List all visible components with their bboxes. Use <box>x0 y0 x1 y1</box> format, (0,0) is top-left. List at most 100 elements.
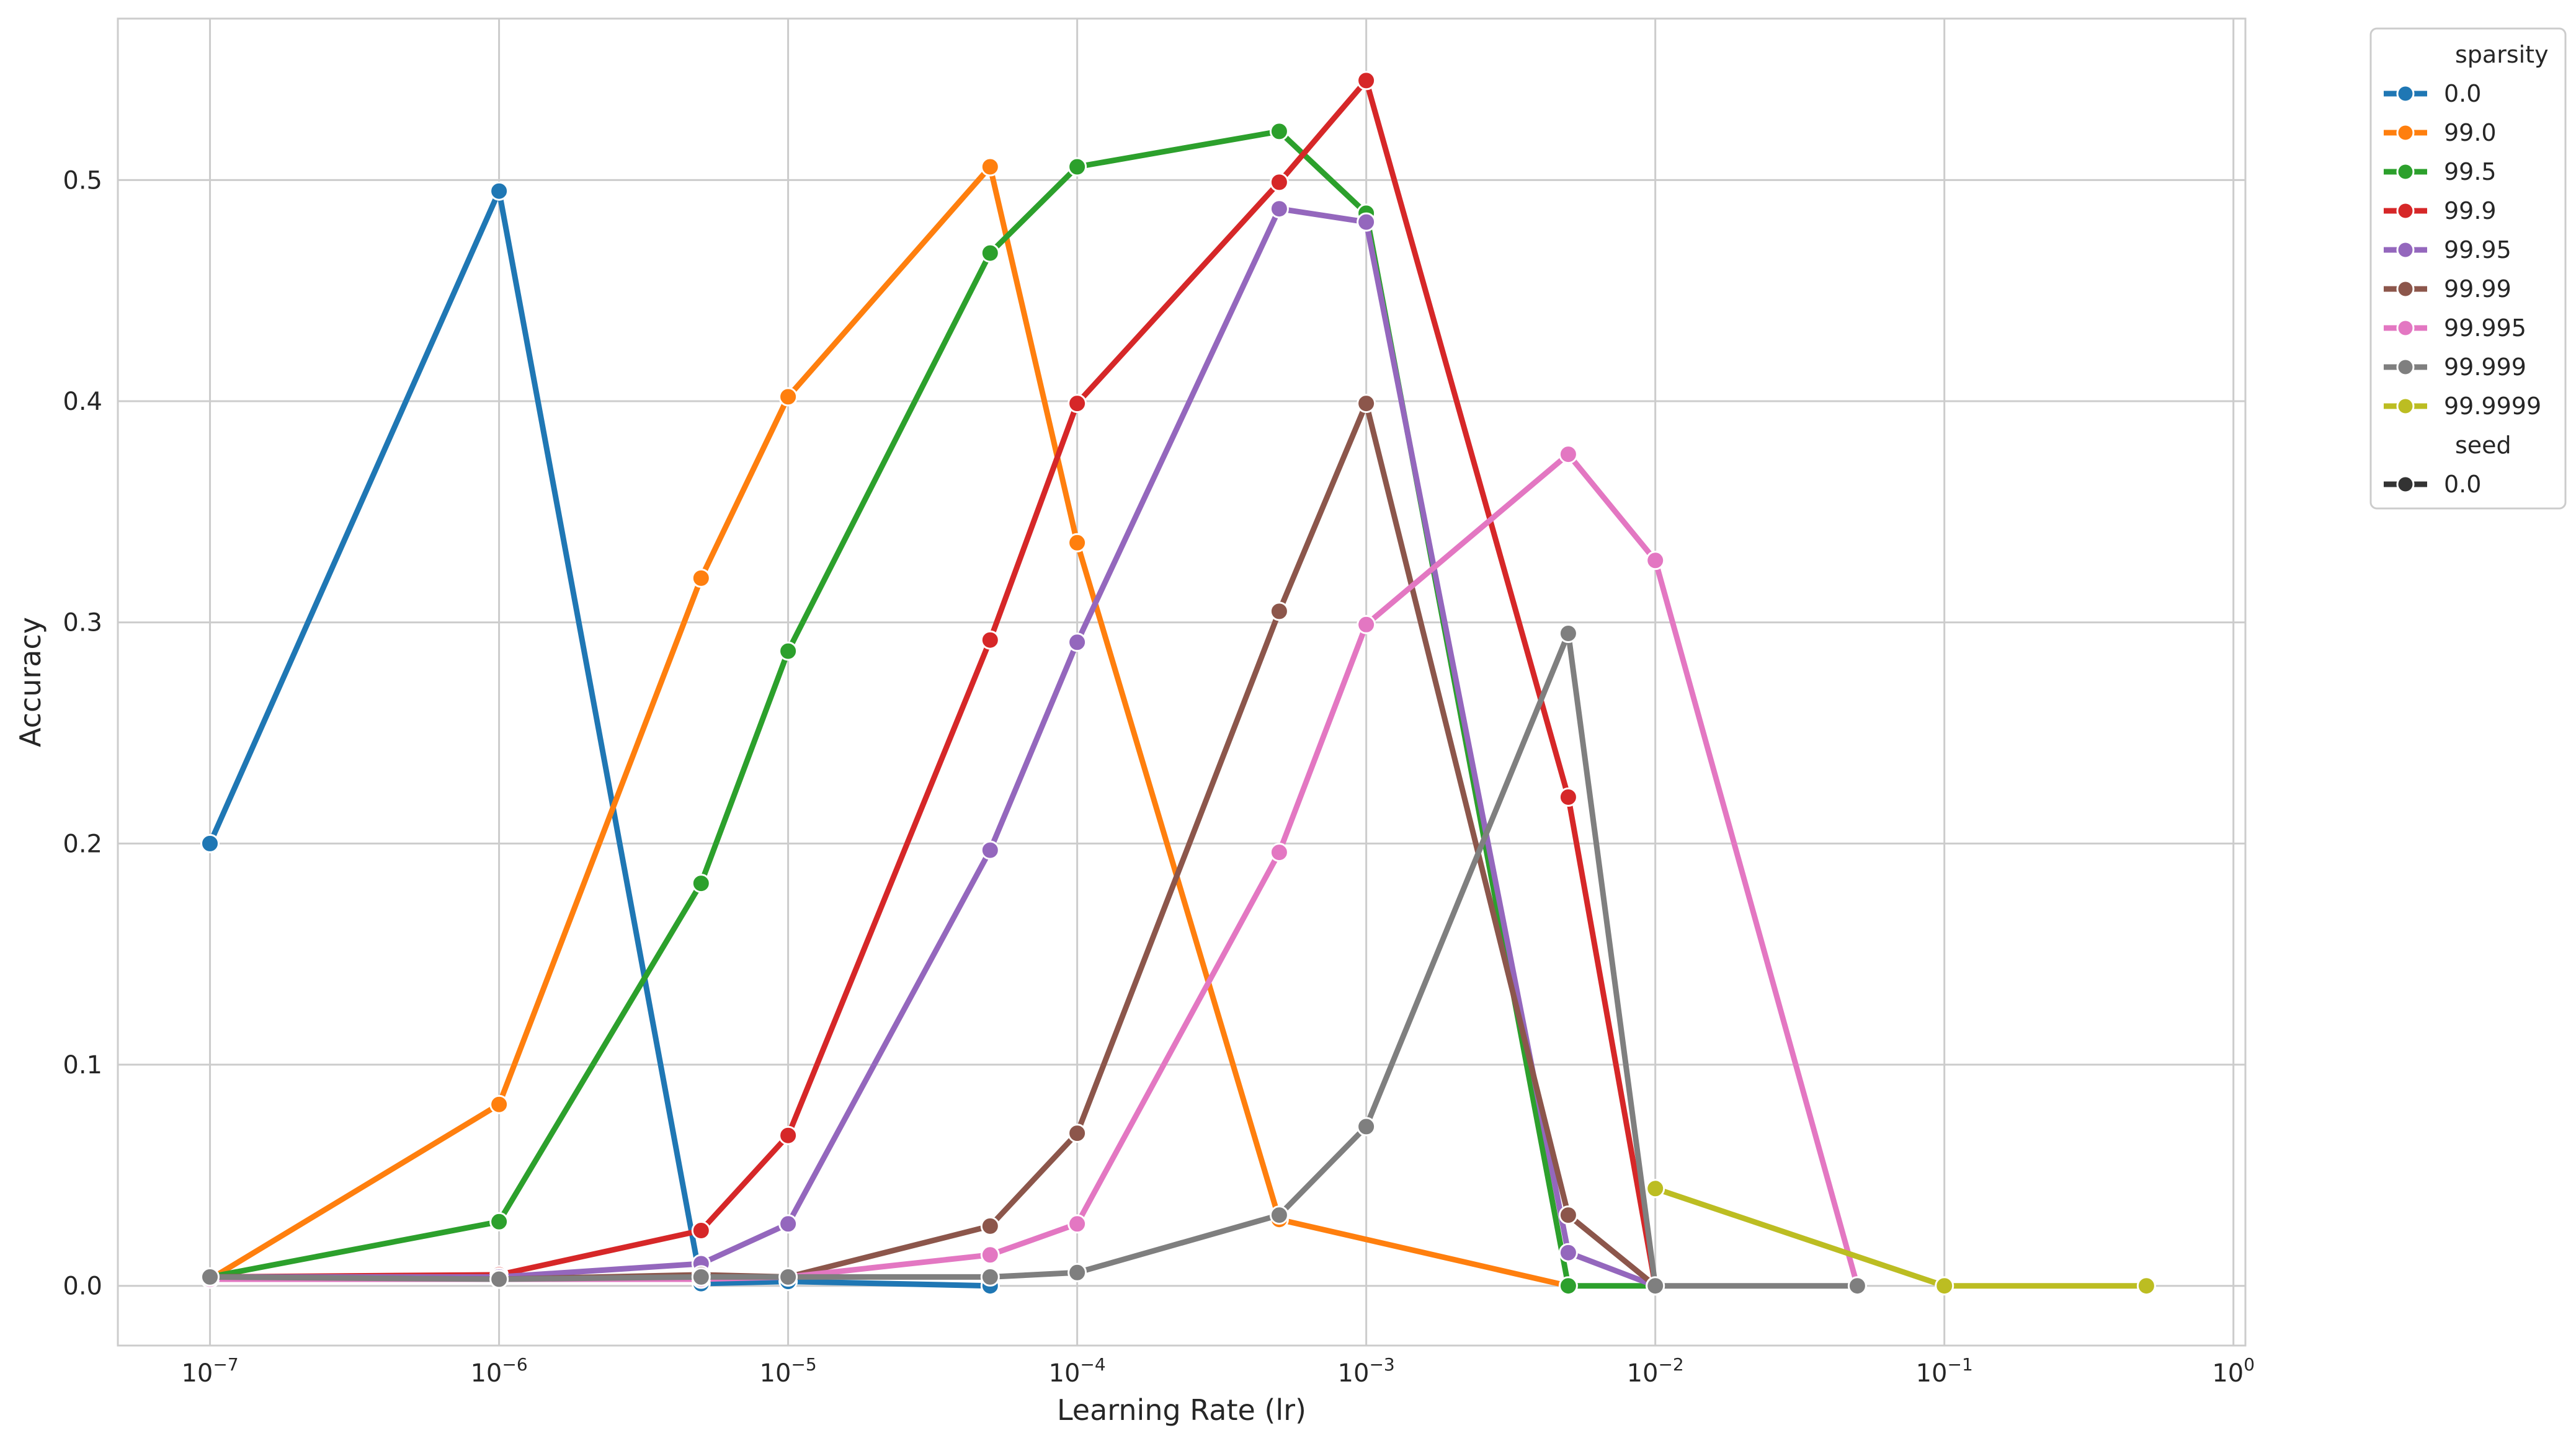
legend-title: sparsity <box>2455 41 2549 68</box>
data-point <box>1357 212 1376 232</box>
series-99.9999 <box>1646 1179 2156 1296</box>
legend-swatch-marker <box>2396 397 2415 415</box>
data-point <box>980 157 1000 177</box>
data-point <box>778 387 798 407</box>
legend-swatch-marker <box>2396 84 2415 103</box>
data-point <box>200 833 220 853</box>
x-tick-label: 10−4 <box>1049 1354 1106 1388</box>
legend-swatch-marker <box>2396 162 2415 181</box>
data-point <box>1269 1205 1289 1225</box>
data-point <box>980 1216 1000 1236</box>
legend-entry-label: 0.0 <box>2444 80 2481 107</box>
data-point <box>778 1125 798 1145</box>
data-point <box>1269 843 1289 863</box>
data-point <box>1067 1214 1087 1234</box>
x-tick-label: 10−7 <box>181 1354 238 1388</box>
data-point <box>1558 1243 1578 1262</box>
y-tick-label: 0.0 <box>63 1272 102 1301</box>
legend-swatch-marker <box>2396 280 2415 298</box>
x-axis-title: Learning Rate (lr) <box>1057 1393 1306 1427</box>
legend-entry-label: 99.99 <box>2444 275 2511 303</box>
grid-lines <box>118 19 2245 1346</box>
series-line <box>207 78 1659 1289</box>
series-line <box>207 164 1571 1289</box>
data-point <box>489 1269 509 1289</box>
data-point <box>1357 1117 1376 1137</box>
series-line <box>207 206 1659 1289</box>
data-point <box>1558 1205 1578 1225</box>
legend-entry-label: 0.0 <box>2444 471 2481 498</box>
legend-entry-label: 99.9 <box>2444 197 2497 224</box>
data-point <box>1067 533 1087 552</box>
legend-swatch-marker <box>2396 475 2415 494</box>
x-tick-label: 10−1 <box>1916 1354 1973 1388</box>
y-axis-ticks: 0.0 0.1 0.2 0.3 0.4 0.5 <box>63 166 102 1300</box>
data-point <box>778 1267 798 1287</box>
x-tick-label: 10−3 <box>1338 1354 1395 1388</box>
data-point <box>489 1212 509 1231</box>
data-point <box>1067 1124 1087 1143</box>
data-point <box>1646 551 1665 570</box>
y-tick-label: 0.5 <box>63 166 102 195</box>
legend-box <box>2369 27 2567 510</box>
data-point <box>1269 172 1289 192</box>
legend-swatch-marker <box>2396 358 2415 376</box>
data-point <box>1558 787 1578 807</box>
legend-entry-label: 99.95 <box>2444 236 2511 264</box>
legend-entry-label: 99.995 <box>2444 314 2526 342</box>
legend-title: seed <box>2455 432 2511 459</box>
data-point <box>1357 614 1376 634</box>
data-point <box>1646 1276 1665 1296</box>
data-point <box>691 1267 711 1287</box>
legend-entry-label: 99.9999 <box>2444 393 2541 420</box>
data-point <box>691 568 711 588</box>
data-point <box>489 181 509 201</box>
series-99.999 <box>200 624 1867 1296</box>
data-point <box>778 641 798 661</box>
data-point <box>980 840 1000 860</box>
y-tick-label: 0.3 <box>63 609 102 637</box>
x-tick-label: 100 <box>2212 1354 2255 1388</box>
data-point <box>980 630 1000 650</box>
legend-entry-label: 99.5 <box>2444 158 2497 185</box>
data-point <box>778 1214 798 1234</box>
data-point <box>2136 1276 2156 1296</box>
data-point <box>1357 71 1376 91</box>
legend-swatch-marker <box>2396 241 2415 259</box>
data-point <box>1067 157 1087 177</box>
x-tick-label: 10−2 <box>1627 1354 1684 1388</box>
data-point <box>1269 199 1289 219</box>
legend-entry-label: 99.999 <box>2444 353 2526 381</box>
x-tick-label: 10−5 <box>760 1354 817 1388</box>
data-point <box>1558 445 1578 464</box>
y-axis-title: Accuracy <box>14 617 47 747</box>
data-point <box>1067 394 1087 414</box>
data-point <box>1269 601 1289 621</box>
data-point <box>980 1245 1000 1265</box>
data-point <box>980 1267 1000 1287</box>
data-point <box>980 243 1000 263</box>
data-point <box>1935 1276 1954 1296</box>
data-point <box>1646 1179 1665 1199</box>
data-point <box>1269 122 1289 141</box>
data-point <box>1067 1262 1087 1282</box>
legend-swatch-marker <box>2396 202 2415 220</box>
y-tick-label: 0.2 <box>63 830 102 858</box>
data-point <box>489 1094 509 1114</box>
legend: sparsity 0.0 99.0 99.5 99.9 99.95 99.99 99.995 9… <box>2369 27 2567 510</box>
series-99.0 <box>200 157 1578 1296</box>
legend-entry-label: 99.0 <box>2444 119 2497 146</box>
y-tick-label: 0.4 <box>63 388 102 416</box>
data-point <box>1357 394 1376 414</box>
series-layer <box>200 71 2156 1296</box>
x-tick-label: 10−6 <box>470 1354 527 1388</box>
data-point <box>1558 1276 1578 1296</box>
data-point <box>691 1221 711 1240</box>
y-tick-label: 0.1 <box>63 1051 102 1080</box>
legend-swatch-marker <box>2396 123 2415 142</box>
data-point <box>200 1267 220 1287</box>
data-point <box>691 874 711 894</box>
x-axis-ticks: 10−7 10−6 10−5 10−4 10−3 10−2 10−1 100 <box>181 1354 2255 1388</box>
legend-swatch-marker <box>2396 319 2415 337</box>
